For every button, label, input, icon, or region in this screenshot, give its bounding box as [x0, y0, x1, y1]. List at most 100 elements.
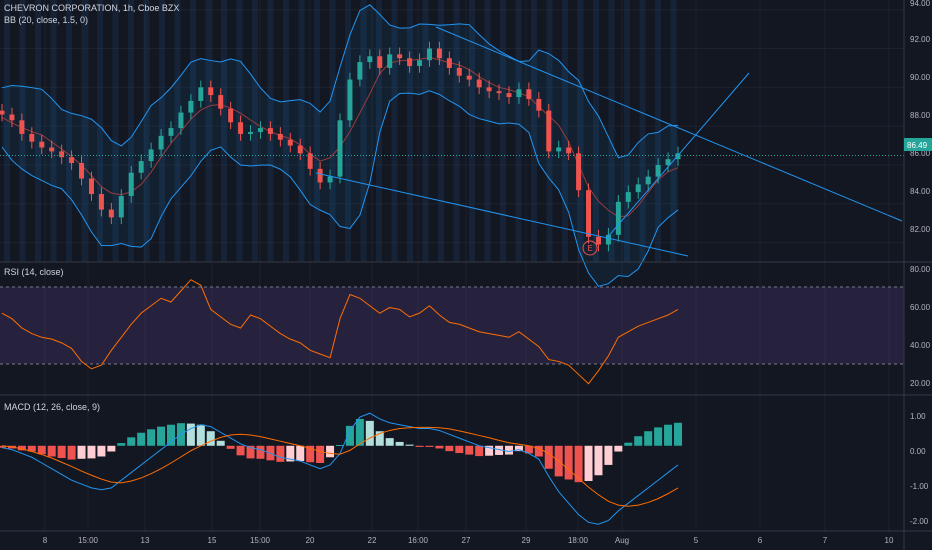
earnings-icon: E [587, 244, 592, 253]
candle-body [218, 95, 224, 109]
candle-body [317, 168, 323, 183]
candle-body [69, 157, 75, 164]
rsi-axis[interactable]: 80.00 60.00 40.00 20.00 [910, 265, 931, 388]
session-band [360, 0, 367, 262]
time-tick: 18:00 [568, 536, 589, 545]
macd-tick: 1.00 [910, 412, 926, 421]
symbol-title[interactable]: CHEVRON CORPORATION, 1h, Cboe BZX [4, 3, 180, 13]
rsi-indicator-label[interactable]: RSI (14, close) [4, 267, 64, 277]
candle-body [625, 192, 631, 202]
macd-histogram-bar [475, 445, 484, 457]
session-band [376, 0, 382, 262]
macd-histogram-bar [256, 445, 265, 459]
macd-tick: -2.00 [910, 517, 929, 526]
macd-histogram-bar [77, 445, 86, 459]
trendline [435, 26, 903, 222]
macd-histogram-bar [186, 423, 195, 446]
candle-body [397, 54, 403, 59]
price-axis[interactable]: 94.00 92.00 90.00 88.00 86.00 84.00 82.0… [910, 0, 931, 234]
candle-body [486, 87, 492, 92]
macd-indicator-label[interactable]: MACD (12, 26, close, 9) [4, 402, 101, 412]
macd-histogram-bar [107, 445, 116, 452]
price-candles[interactable] [0, 41, 904, 252]
macd-histogram-bar [524, 445, 533, 454]
session-band [577, 0, 584, 262]
candle-body [506, 93, 512, 98]
signal-line[interactable] [1, 426, 679, 507]
session-band [97, 0, 103, 262]
time-tick: 7 [823, 536, 828, 545]
macd-histogram-bar [445, 445, 454, 452]
macd-histogram-bar [664, 424, 673, 446]
trendlines[interactable] [315, 26, 903, 257]
macd-histogram-bar [614, 445, 623, 452]
candle-body [9, 114, 15, 121]
session-band [128, 0, 134, 262]
candle-body [536, 98, 542, 111]
candle-body [436, 48, 442, 59]
time-tick: 29 [522, 536, 531, 545]
macd-histogram-bar [584, 445, 593, 481]
session-band [345, 0, 351, 262]
candle-body [367, 56, 373, 63]
macd-histogram-bar [276, 445, 285, 462]
candle-body [496, 91, 502, 94]
candle-body [387, 54, 393, 68]
candle-body [456, 67, 462, 76]
macd-histogram-bar [216, 440, 225, 446]
macd-histogram-bar [127, 437, 136, 446]
candle-body [118, 196, 124, 218]
rsi-tick: 40.00 [910, 341, 931, 350]
session-band [515, 0, 522, 262]
candle-body [267, 128, 273, 134]
macd-histogram-bar [574, 445, 583, 483]
macd-histogram-bar [326, 445, 335, 458]
candle-body [138, 161, 144, 173]
rsi-line[interactable] [1, 279, 679, 385]
candle-body [357, 62, 363, 80]
macd-histogram-bar [157, 426, 166, 446]
candle-body [466, 75, 472, 80]
rsi-tick: 20.00 [910, 379, 931, 388]
macd-histogram-bar [455, 445, 464, 454]
session-band [422, 0, 429, 262]
candle-body [238, 122, 244, 134]
macd-histogram-bar [206, 431, 215, 446]
macd-histogram-bar [365, 420, 374, 446]
earnings-marker[interactable]: E [582, 240, 598, 256]
session-band [283, 0, 289, 262]
candle-body [675, 153, 681, 160]
candle-body [327, 176, 333, 183]
candle-body [88, 178, 94, 195]
macd-histogram-bar [306, 445, 315, 463]
candle-body [59, 151, 65, 158]
session-band [593, 0, 599, 262]
time-axis[interactable]: 8 15:00 13 15 15:00 20 22 16:00 27 29 18… [43, 536, 894, 545]
macd-histogram-bar [17, 445, 26, 451]
candle-body [337, 120, 343, 177]
macd-histogram-bar [236, 445, 245, 456]
session-band [453, 0, 460, 262]
session-band [314, 0, 320, 262]
candle-body [98, 194, 104, 210]
macd-histogram-bar [375, 431, 384, 446]
macd-line[interactable] [1, 412, 679, 525]
session-band [639, 0, 646, 262]
macd-histogram-bar [117, 443, 126, 446]
macd-histogram-bar [465, 445, 474, 455]
price-tick: 84.00 [910, 187, 931, 196]
candle-body [228, 108, 234, 123]
session-band [143, 0, 150, 262]
last-price-label: 86.49 [907, 141, 928, 150]
candle-body [665, 159, 671, 165]
trendline [315, 172, 689, 257]
time-tick: 15 [208, 536, 217, 545]
candle-body [158, 135, 164, 150]
macd-axis[interactable]: 1.00 0.00 -1.00 -2.00 [910, 412, 929, 526]
candle-body [586, 190, 592, 237]
time-tick: 20 [306, 536, 315, 545]
candle-body [615, 201, 621, 235]
macd-histogram-bar [534, 445, 543, 457]
bb-indicator-label[interactable]: BB (20, close, 1.5, 0) [4, 15, 89, 25]
